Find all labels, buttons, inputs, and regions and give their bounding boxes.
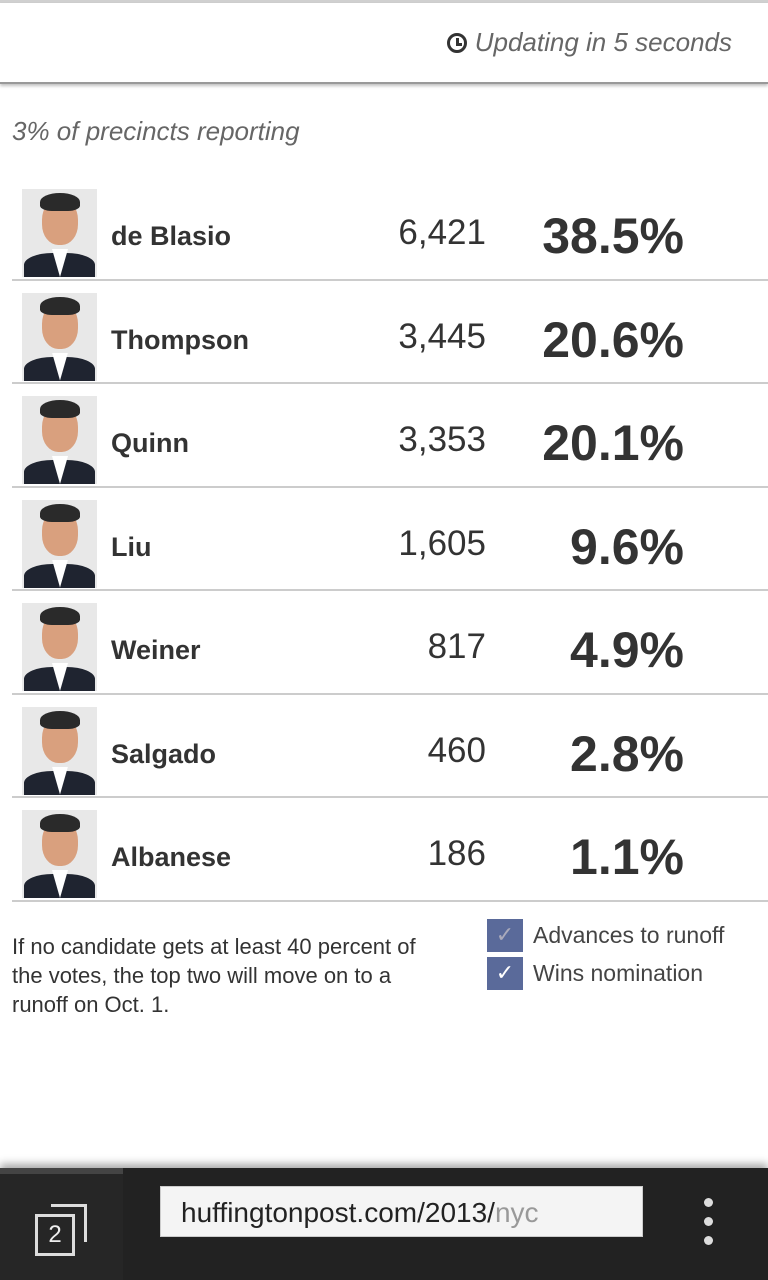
candidate-percent: 4.9%	[570, 622, 684, 678]
candidate-name: Liu	[111, 531, 152, 562]
runoff-note: If no candidate gets at least 40 percent…	[12, 934, 416, 1017]
url-text: huffingtonpost.com/2013/	[181, 1197, 495, 1228]
address-bar[interactable]: huffingtonpost.com/2013/nyc	[160, 1186, 643, 1237]
tabs-icon: 2	[35, 1204, 88, 1256]
candidate-row: Weiner 817 4.9%	[12, 591, 768, 695]
candidate-votes: 6,421	[398, 213, 486, 252]
tabs-button[interactable]: 2	[0, 1168, 123, 1280]
candidate-votes: 460	[427, 730, 486, 770]
update-text: Updating in 5 seconds	[474, 27, 732, 57]
candidate-votes: 817	[427, 627, 486, 666]
candidate-photo	[22, 706, 97, 795]
candidate-votes: 3,353	[398, 420, 486, 459]
candidate-percent: 38.5%	[542, 208, 684, 264]
candidate-photo	[22, 810, 97, 898]
candidate-name: de Blasio	[111, 221, 232, 251]
candidate-photo	[22, 603, 97, 691]
legend-runoff: ✓ Advances to runoff	[487, 916, 724, 954]
header: Updating in 5 seconds	[0, 3, 768, 84]
candidate-votes: 3,445	[398, 316, 486, 356]
candidate-row: Liu 1,605 9.6%	[12, 488, 768, 591]
top-border	[0, 0, 768, 3]
legend-wins-label: Wins nomination	[533, 959, 704, 986]
browser-toolbar: 2 huffingtonpost.com/2013/nyc	[0, 1168, 768, 1280]
candidate-photo	[22, 292, 97, 381]
candidate-percent: 2.8%	[570, 725, 684, 782]
tab-count: 2	[35, 1214, 75, 1256]
candidate-row: Salgado 460 2.8%	[12, 695, 768, 798]
candidate-row: Thompson 3,445 20.6%	[12, 281, 768, 384]
candidate-photo	[22, 396, 97, 484]
clock-icon	[446, 32, 467, 53]
candidate-photo	[22, 499, 97, 588]
results-table: de Blasio 6,421 38.5% Thompson 3,445 20.…	[12, 177, 768, 902]
candidate-votes: 186	[427, 834, 486, 873]
candidate-name: Salgado	[111, 738, 217, 769]
candidate-votes: 1,605	[398, 523, 486, 563]
candidate-name: Weiner	[111, 635, 201, 665]
url-text-faded: nyc	[494, 1197, 539, 1228]
candidate-row: de Blasio 6,421 38.5%	[12, 177, 768, 281]
legend-runoff-label: Advances to runoff	[533, 921, 725, 948]
candidate-percent: 20.1%	[542, 415, 684, 471]
candidate-row: Quinn 3,353 20.1%	[12, 384, 768, 488]
candidate-name: Thompson	[111, 324, 249, 355]
overflow-menu-icon[interactable]	[698, 1198, 718, 1254]
precincts-reporting: 3% of precincts reporting	[12, 116, 300, 146]
candidate-percent: 9.6%	[570, 518, 684, 575]
legend-wins: ✓ Wins nomination	[487, 954, 724, 992]
update-status: Updating in 5 seconds	[446, 27, 732, 58]
candidate-row: Albanese 186 1.1%	[12, 798, 768, 902]
candidate-name: Albanese	[111, 842, 232, 872]
candidate-name: Quinn	[111, 428, 189, 458]
candidate-photo	[22, 189, 97, 277]
check-icon: ✓	[487, 956, 523, 990]
check-icon: ✓	[487, 918, 523, 952]
legend: ✓ Advances to runoff ✓ Wins nomination	[487, 916, 724, 992]
candidate-percent: 1.1%	[570, 829, 684, 885]
candidate-percent: 20.6%	[542, 311, 684, 368]
